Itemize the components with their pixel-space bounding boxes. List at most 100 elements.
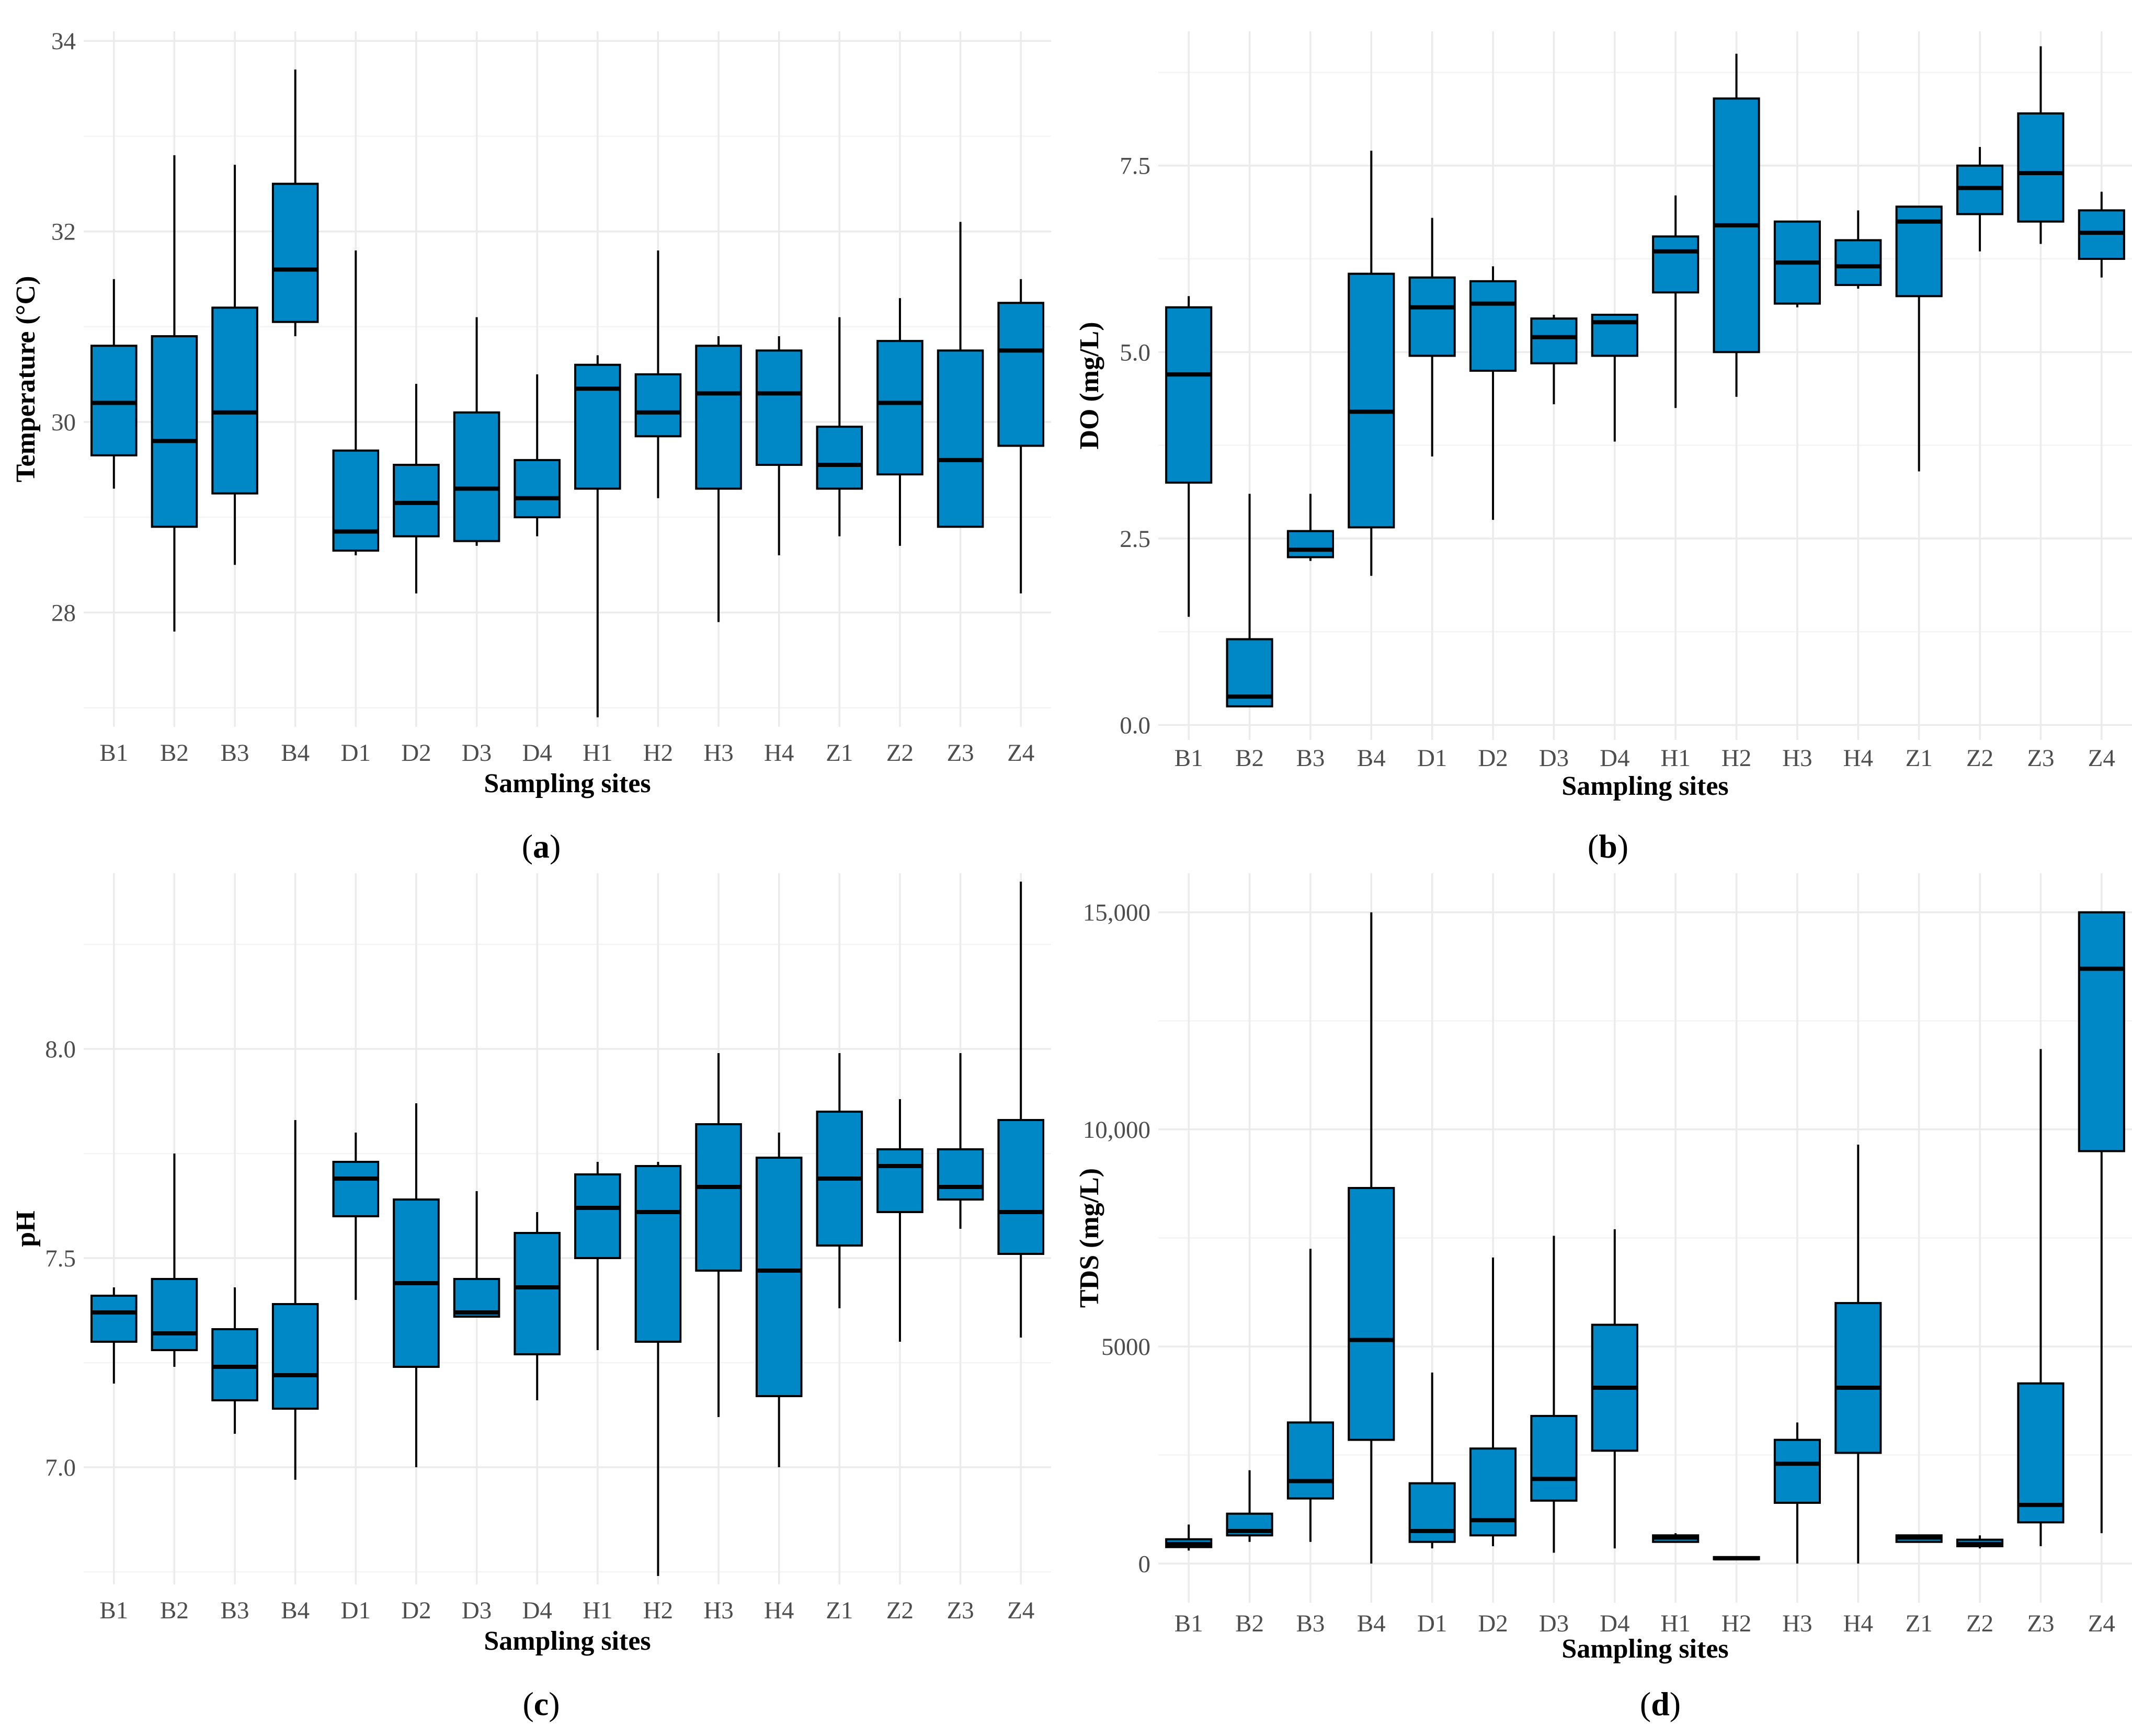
box-B1: [90, 279, 138, 489]
box-Z4: [997, 279, 1044, 593]
box-iqr: [1286, 1421, 1334, 1500]
x-tick-label: B2: [1235, 1610, 1264, 1637]
x-tick-label: H1: [583, 739, 612, 767]
box-Z3: [937, 222, 984, 528]
y-axis-title: TDS (mg/L): [1075, 1168, 1104, 1308]
x-tick-label: B1: [99, 1597, 128, 1624]
panel-label-open: (: [522, 1685, 533, 1722]
box-iqr: [2017, 1382, 2065, 1524]
box-iqr: [695, 345, 742, 490]
box-iqr: [271, 1303, 319, 1410]
box-H4: [1834, 210, 1882, 289]
panel-label-letter: b: [1599, 828, 1617, 865]
x-tick-label: B3: [1296, 1610, 1325, 1637]
x-tick-label: Z4: [1007, 1597, 1034, 1624]
box-iqr: [816, 426, 863, 490]
box-iqr: [1834, 1302, 1882, 1454]
box-D3: [1530, 1236, 1578, 1553]
box-H1: [574, 355, 621, 717]
box-H4: [755, 336, 803, 556]
box-iqr: [876, 340, 924, 476]
box-D1: [332, 1133, 380, 1300]
box-H3: [1773, 1422, 1821, 1564]
x-tick-label: H3: [1782, 745, 1812, 772]
x-tick-label: H2: [1721, 1610, 1751, 1637]
box-iqr: [514, 459, 561, 519]
x-tick-label: Z2: [886, 1597, 914, 1624]
box-iqr: [1469, 280, 1517, 372]
boxes-c: [90, 882, 1044, 1576]
panel-label: (c): [522, 1685, 560, 1722]
y-tick-label: 7.0: [45, 1454, 76, 1481]
box-iqr: [151, 1278, 198, 1351]
y-axis-title: DO (mg/L): [1075, 322, 1104, 449]
box-iqr: [1530, 317, 1578, 364]
box-iqr: [1348, 1187, 1395, 1441]
x-tick-label: B4: [1357, 745, 1386, 772]
box-iqr: [755, 1157, 803, 1397]
x-tick-label: Z1: [826, 739, 853, 767]
boxes-b: [1165, 46, 2125, 707]
box-iqr: [151, 335, 198, 528]
x-tick-label: Z3: [947, 1597, 974, 1624]
box-Z4: [2078, 911, 2125, 1534]
x-tick-label: Z3: [947, 739, 974, 767]
box-iqr: [90, 1295, 138, 1343]
box-Z4: [2078, 191, 2125, 278]
x-tick-label: H3: [703, 1597, 733, 1624]
y-tick-label: 5.0: [1120, 339, 1150, 366]
box-Z2: [876, 298, 924, 546]
box-D2: [393, 384, 440, 593]
x-tick-label: B1: [99, 739, 128, 767]
box-B3: [1286, 494, 1334, 561]
x-tick-label: H2: [1721, 745, 1751, 772]
x-axis-title: Sampling sites: [484, 769, 651, 798]
x-tick-label: B2: [1235, 745, 1264, 772]
box-Z2: [1956, 1535, 2004, 1549]
x-axis-title: Sampling sites: [484, 1626, 651, 1656]
box-Z1: [1895, 205, 1943, 472]
box-iqr: [695, 1123, 742, 1272]
y-tick-labels-c: 7.0 7.5 8.0: [45, 1036, 76, 1481]
x-tick-label: D2: [401, 739, 431, 767]
box-H4: [1834, 1144, 1882, 1564]
box-D4: [514, 1212, 561, 1400]
x-tick-label: Z1: [1906, 1610, 1933, 1637]
x-tick-label: B4: [1357, 1610, 1386, 1637]
box-B1: [90, 1287, 138, 1384]
x-tick-label: D4: [522, 739, 552, 767]
box-iqr: [574, 363, 621, 490]
y-tick-label: 10,000: [1083, 1116, 1150, 1144]
x-tick-label: D4: [1600, 745, 1629, 772]
box-H3: [695, 336, 742, 622]
y-tick-labels-b: 0.0 2.5 5.0 7.5: [1120, 153, 1150, 739]
y-tick-label: 15,000: [1083, 899, 1150, 927]
x-tick-label: H1: [1660, 1610, 1690, 1637]
box-B1: [1165, 1524, 1213, 1551]
box-iqr: [271, 182, 319, 323]
box-iqr: [1408, 276, 1456, 357]
x-tick-label: D3: [1539, 1610, 1569, 1637]
box-iqr: [332, 1161, 380, 1217]
panel-b: 0.0 2.5 5.0 7.5 B1 B2 B3 B4 D1 D2 D3 D4 H1 H2 H3 H4 Z1 Z2…: [1075, 31, 2132, 865]
panel-a: 28 30 32 34 B1 B2 B3 B4 D1 D2 D3 D4 H1 H2 H3 H4 Z1 Z2 Z3 Z4…: [11, 28, 1051, 865]
box-iqr: [634, 1165, 682, 1343]
box-iqr: [211, 306, 258, 495]
box-B4: [271, 69, 319, 337]
x-tick-label: H3: [1782, 1610, 1812, 1637]
x-tick-label: B4: [281, 739, 310, 767]
x-tick-label: B3: [221, 739, 249, 767]
box-Z1: [816, 1053, 863, 1308]
box-B2: [1226, 1470, 1273, 1542]
box-iqr: [1834, 239, 1882, 286]
box-B4: [1348, 151, 1395, 576]
box-H2: [1713, 1556, 1760, 1561]
x-tick-label: Z1: [826, 1597, 853, 1624]
box-D3: [453, 317, 500, 546]
x-tick-labels-b: B1 B2 B3 B4 D1 D2 D3 D4 H1 H2 H3 H4 Z1 Z2 Z3 Z4: [1175, 745, 2115, 772]
box-D3: [1530, 315, 1578, 405]
box-B4: [271, 1120, 319, 1480]
panel-label: (a): [522, 828, 561, 865]
box-D2: [393, 1103, 440, 1467]
